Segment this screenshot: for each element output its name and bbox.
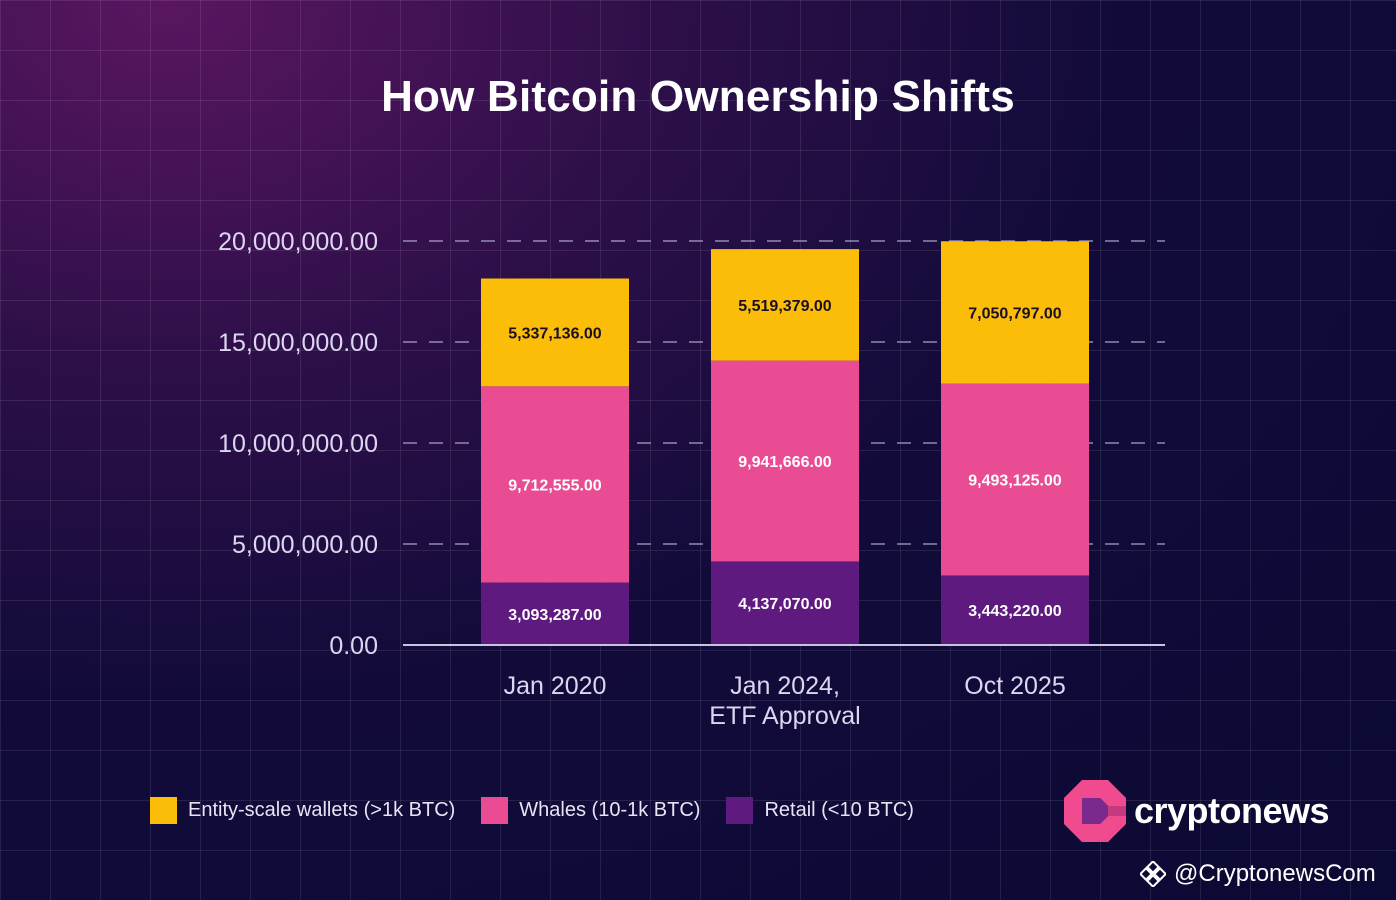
legend-item-retail: Retail (<10 BTC) xyxy=(726,797,914,824)
legend: Entity-scale wallets (>1k BTC) Whales (1… xyxy=(150,797,940,824)
x-tick-label: Oct 2025 xyxy=(964,672,1065,700)
data-label: 4,137,070.00 xyxy=(738,596,832,613)
binance-icon xyxy=(1140,861,1166,887)
y-tick-label: 5,000,000.00 xyxy=(232,531,378,559)
data-label: 9,941,666.00 xyxy=(738,454,832,471)
data-label: 3,093,287.00 xyxy=(508,607,602,624)
data-label: 5,519,379.00 xyxy=(738,298,832,315)
bar-segment xyxy=(481,582,629,645)
legend-swatch-entity xyxy=(150,797,177,824)
data-label: 9,493,125.00 xyxy=(968,473,1062,490)
bar-segment xyxy=(711,249,859,361)
data-label: 3,443,220.00 xyxy=(968,603,1062,620)
data-label: 9,712,555.00 xyxy=(508,477,602,494)
brand: cryptonews xyxy=(1064,780,1330,842)
legend-label-retail: Retail (<10 BTC) xyxy=(764,799,914,821)
chart-title: How Bitcoin Ownership Shifts xyxy=(381,72,1015,121)
y-tick-label: 20,000,000.00 xyxy=(218,228,378,256)
bar-segment xyxy=(481,386,629,583)
cryptonews-logo-icon xyxy=(1064,780,1126,842)
bar-segment xyxy=(941,383,1089,576)
y-tick-label: 0.00 xyxy=(329,632,378,660)
x-tick-label: Jan 2024, xyxy=(730,672,840,700)
legend-item-entity: Entity-scale wallets (>1k BTC) xyxy=(150,797,455,824)
bar-segment xyxy=(711,360,859,562)
x-tick-label: Jan 2020 xyxy=(504,672,607,700)
legend-label-whales: Whales (10-1k BTC) xyxy=(519,799,701,821)
x-tick-label: ETF Approval xyxy=(709,702,860,730)
data-label: 7,050,797.00 xyxy=(968,305,1062,322)
bar-segment xyxy=(481,278,629,387)
legend-swatch-whales xyxy=(481,797,509,824)
y-tick-label: 10,000,000.00 xyxy=(218,430,378,458)
legend-swatch-retail xyxy=(726,797,754,824)
y-tick-label: 15,000,000.00 xyxy=(218,329,378,357)
handle-text: @CryptonewsCom xyxy=(1174,860,1376,887)
bar-segment xyxy=(941,241,1089,384)
bar-segment xyxy=(941,575,1089,645)
legend-label-entity: Entity-scale wallets (>1k BTC) xyxy=(188,799,456,821)
brand-name: cryptonews xyxy=(1134,790,1330,831)
legend-item-whales: Whales (10-1k BTC) xyxy=(481,797,700,824)
data-label: 5,337,136.00 xyxy=(508,325,602,342)
social-handle[interactable]: @CryptonewsCom xyxy=(1140,860,1376,888)
bar-segment xyxy=(711,561,859,645)
